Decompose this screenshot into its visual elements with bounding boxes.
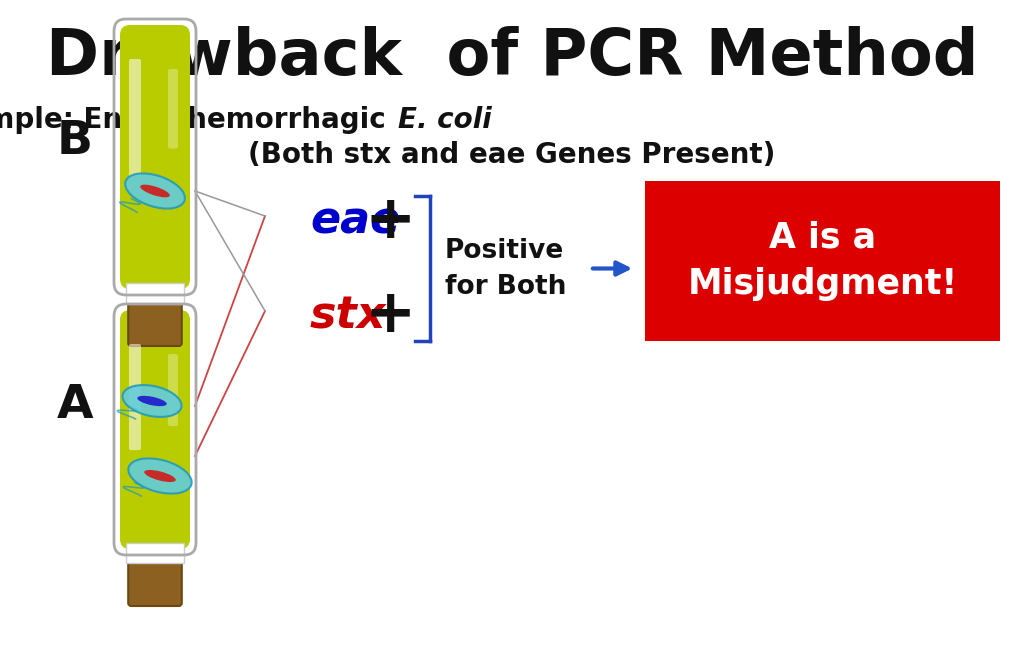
Text: stx: stx bbox=[310, 295, 386, 338]
Ellipse shape bbox=[144, 470, 176, 482]
Text: Drawback  of PCR Method: Drawback of PCR Method bbox=[46, 26, 978, 88]
Text: Example: Enterohemorrhagic: Example: Enterohemorrhagic bbox=[0, 106, 395, 134]
Bar bbox=[126, 283, 184, 303]
Text: eae: eae bbox=[310, 199, 400, 242]
Ellipse shape bbox=[140, 185, 170, 197]
FancyBboxPatch shape bbox=[129, 59, 141, 176]
Text: B: B bbox=[57, 119, 93, 164]
Bar bbox=[126, 543, 184, 563]
FancyBboxPatch shape bbox=[128, 294, 182, 346]
Text: +: + bbox=[365, 191, 416, 250]
FancyBboxPatch shape bbox=[168, 69, 178, 148]
Ellipse shape bbox=[137, 396, 167, 406]
Bar bbox=[645, 181, 1000, 341]
FancyBboxPatch shape bbox=[120, 25, 190, 289]
FancyBboxPatch shape bbox=[128, 554, 182, 606]
Ellipse shape bbox=[125, 173, 185, 209]
Text: A: A bbox=[56, 384, 93, 429]
FancyBboxPatch shape bbox=[120, 310, 190, 549]
Text: A is a
Misjudgment!: A is a Misjudgment! bbox=[687, 221, 957, 301]
Text: Positive
for Both: Positive for Both bbox=[445, 238, 566, 299]
FancyBboxPatch shape bbox=[129, 344, 141, 450]
Ellipse shape bbox=[123, 385, 181, 417]
Ellipse shape bbox=[128, 458, 191, 494]
FancyBboxPatch shape bbox=[168, 354, 178, 426]
Text: (Both stx and eae Genes Present): (Both stx and eae Genes Present) bbox=[248, 141, 776, 169]
Text: E. coli: E. coli bbox=[398, 106, 492, 134]
Text: +: + bbox=[365, 287, 416, 346]
